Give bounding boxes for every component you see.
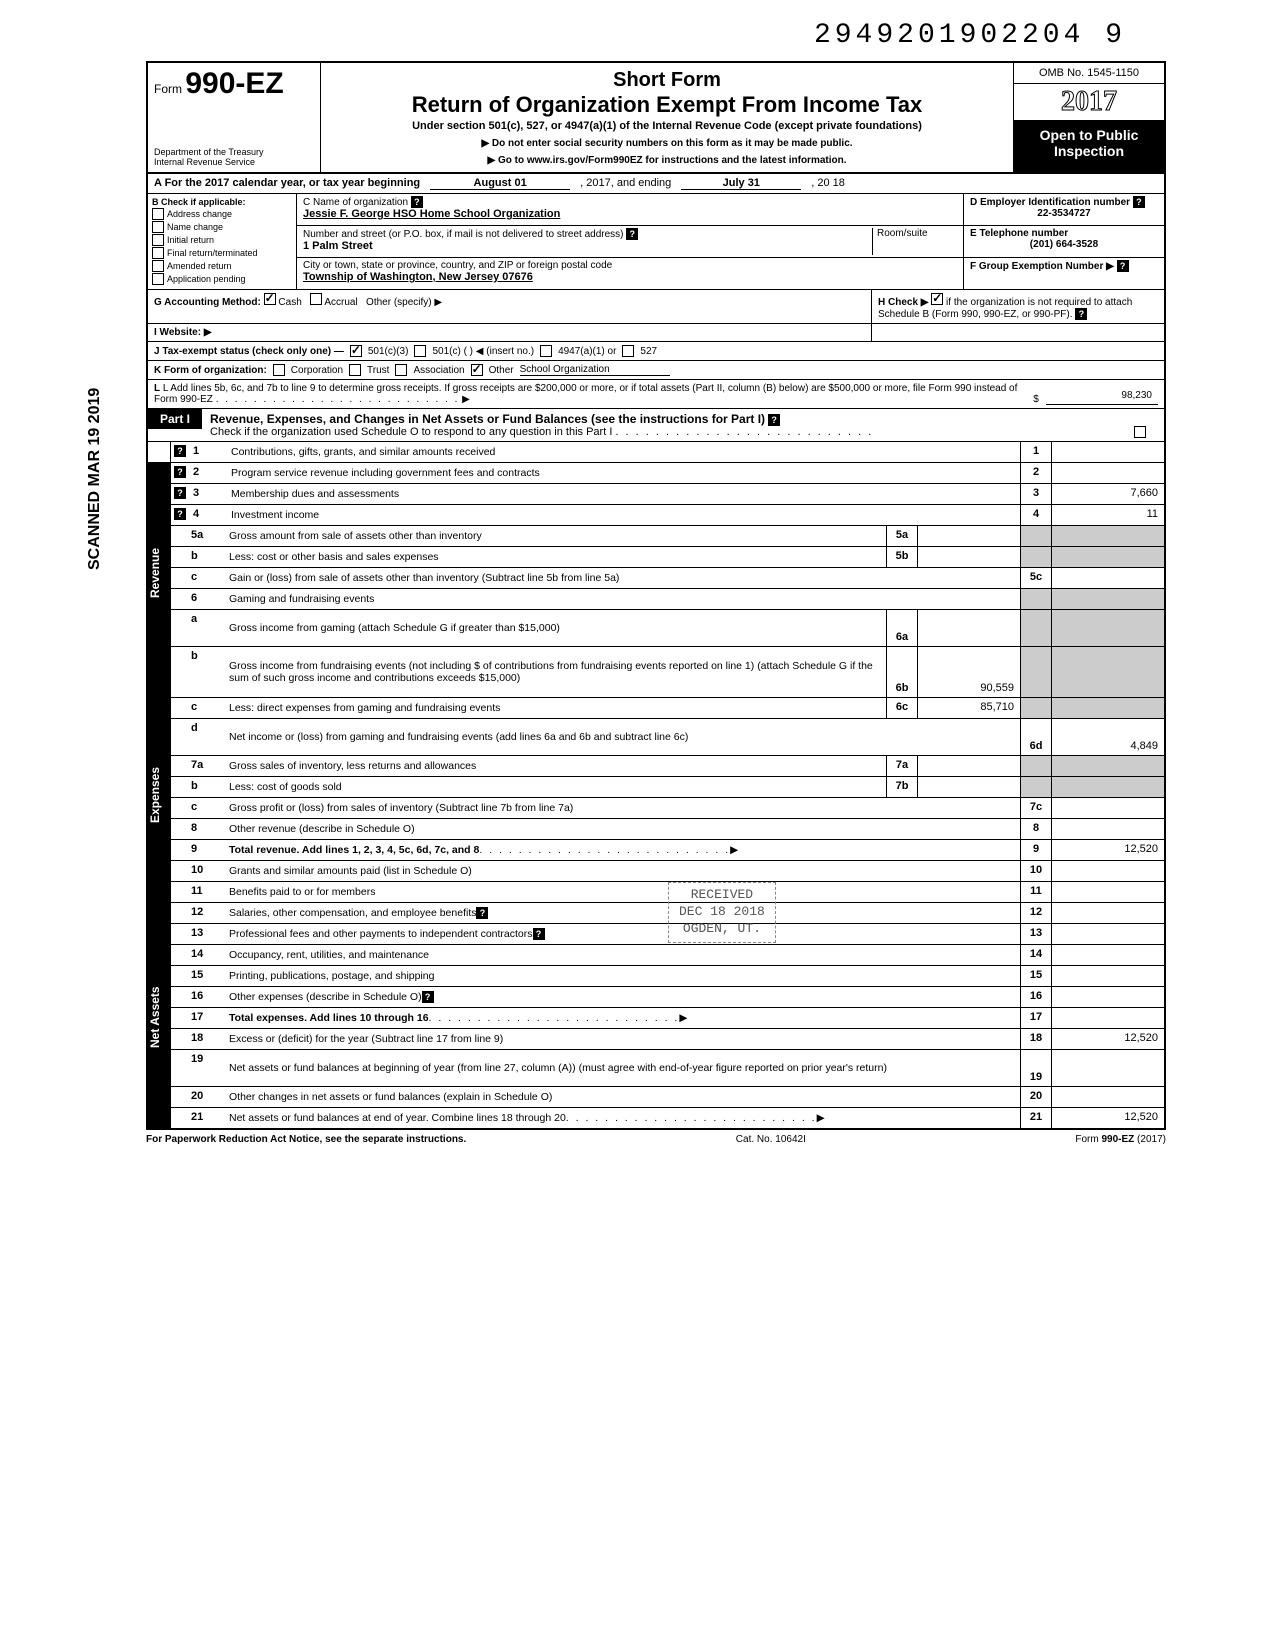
help-icon: ? [422,991,434,1003]
scanned-stamp: SCANNED MAR 19 2019 [86,388,104,570]
chk-final-return[interactable] [152,247,164,259]
row-j: J Tax-exempt status (check only one) — 5… [146,342,1166,361]
chk-527[interactable] [622,345,634,357]
help-icon: ? [768,414,780,426]
row-gh: G Accounting Method: Cash Accrual Other … [146,290,1166,324]
footer-cat: Cat. No. 10642I [736,1134,806,1145]
help-icon: ? [533,928,545,940]
website-note: ▶ Go to www.irs.gov/Form990EZ for instru… [327,155,1007,166]
room-label: Room/suite [877,228,928,239]
org-address: 1 Palm Street [303,240,373,252]
help-icon: ? [626,228,638,240]
help-icon: ? [476,907,488,919]
department-label: Department of the Treasury Internal Reve… [154,148,314,168]
line6d-value: 4,849 [1051,719,1164,755]
help-icon: ? [411,196,423,208]
footer-form: Form 990-EZ (2017) [1075,1134,1166,1145]
ssn-note: ▶ Do not enter social security numbers o… [327,138,1007,149]
row-k: K Form of organization: Corporation Trus… [146,361,1166,380]
org-name: Jessie F. George HSO Home School Organiz… [303,208,560,220]
chk-corp[interactable] [273,364,285,376]
line3-value: 7,660 [1051,484,1164,504]
line6c-value: 85,710 [918,698,1020,718]
phone-label: E Telephone number [970,228,1068,239]
city-label: City or town, state or province, country… [303,260,612,271]
c-name-label: C Name of organization [303,197,408,208]
open-inspection-label: Open to Public Inspection [1014,121,1164,172]
l-value: 98,230 [1046,387,1158,405]
group-exemption-label: F Group Exemption Number ▶ [970,261,1114,272]
help-icon: ? [1075,308,1087,320]
tax-year: 2017 [1014,84,1164,121]
form-title: Return of Organization Exempt From Incom… [327,92,1007,118]
chk-trust[interactable] [349,364,361,376]
line21-value: 12,520 [1051,1108,1164,1128]
h-label: H Check ▶ [878,297,928,308]
chk-initial-return[interactable] [152,234,164,246]
row-i: I Website: ▶ [146,324,1166,342]
org-city: Township of Washington, New Jersey 07676 [303,271,533,283]
chk-accrual[interactable] [310,293,322,305]
other-org-value: School Organization [520,364,670,376]
part1-title: Revenue, Expenses, and Changes in Net As… [210,412,765,426]
ein-value: 22-3534727 [970,208,1158,219]
chk-app-pending[interactable] [152,273,164,285]
expenses-side-label: Expenses [148,684,170,906]
footer: For Paperwork Reduction Act Notice, see … [146,1130,1166,1149]
website-label: I Website: ▶ [154,327,212,338]
ein-label: D Employer Identification number [970,197,1130,208]
chk-cash[interactable] [264,293,276,305]
j-label: J Tax-exempt status (check only one) — [154,346,344,357]
document-number: 2949201902204 9 [146,20,1166,51]
help-icon: ? [1117,260,1129,272]
chk-address-change[interactable] [152,208,164,220]
section-bcde: B Check if applicable: Address change Na… [146,194,1166,290]
revenue-side-label: Revenue [148,462,170,684]
chk-501c3[interactable] [350,345,362,357]
line9-value: 12,520 [1051,840,1164,860]
addr-label: Number and street (or P.O. box, if mail … [303,229,624,240]
line4-value: 11 [1051,505,1164,525]
footer-left: For Paperwork Reduction Act Notice, see … [146,1134,466,1145]
short-form-label: Short Form [327,69,1007,92]
chk-amended[interactable] [152,260,164,272]
form-header: Form 990-EZ Department of the Treasury I… [146,61,1166,174]
received-stamp: RECEIVED DEC 18 2018 OGDEN, UT. [668,882,776,943]
part1-header: Part I Revenue, Expenses, and Changes in… [146,409,1166,442]
omb-number: OMB No. 1545-1150 [1014,63,1164,84]
line6b-value: 90,559 [918,647,1020,697]
form-number: Form 990-EZ [154,67,314,101]
line18-value: 12,520 [1051,1029,1164,1049]
k-label: K Form of organization: [154,365,267,376]
part1-label: Part I [148,409,202,429]
chk-schedule-o[interactable] [1134,426,1146,438]
b-label: B Check if applicable: [152,197,246,207]
help-icon: ? [1133,196,1145,208]
row-l: L L Add lines 5b, 6c, and 7b to line 9 t… [146,380,1166,409]
help-icon: ? [174,487,186,499]
phone-value: (201) 664-3528 [970,239,1158,250]
chk-h[interactable] [931,293,943,305]
form-subtitle: Under section 501(c), 527, or 4947(a)(1)… [327,120,1007,132]
help-icon: ? [174,445,186,457]
chk-other-org[interactable] [471,364,483,376]
chk-501c[interactable] [414,345,426,357]
help-icon: ? [174,466,186,478]
netassets-side-label: Net Assets [148,906,170,1128]
main-table: RECEIVED DEC 18 2018 OGDEN, UT. Revenue … [146,442,1166,1130]
g-label: G Accounting Method: [154,297,261,308]
chk-name-change[interactable] [152,221,164,233]
row-a-tax-year: A For the 2017 calendar year, or tax yea… [146,174,1166,194]
help-icon: ? [174,508,186,520]
chk-assoc[interactable] [395,364,407,376]
chk-4947[interactable] [540,345,552,357]
